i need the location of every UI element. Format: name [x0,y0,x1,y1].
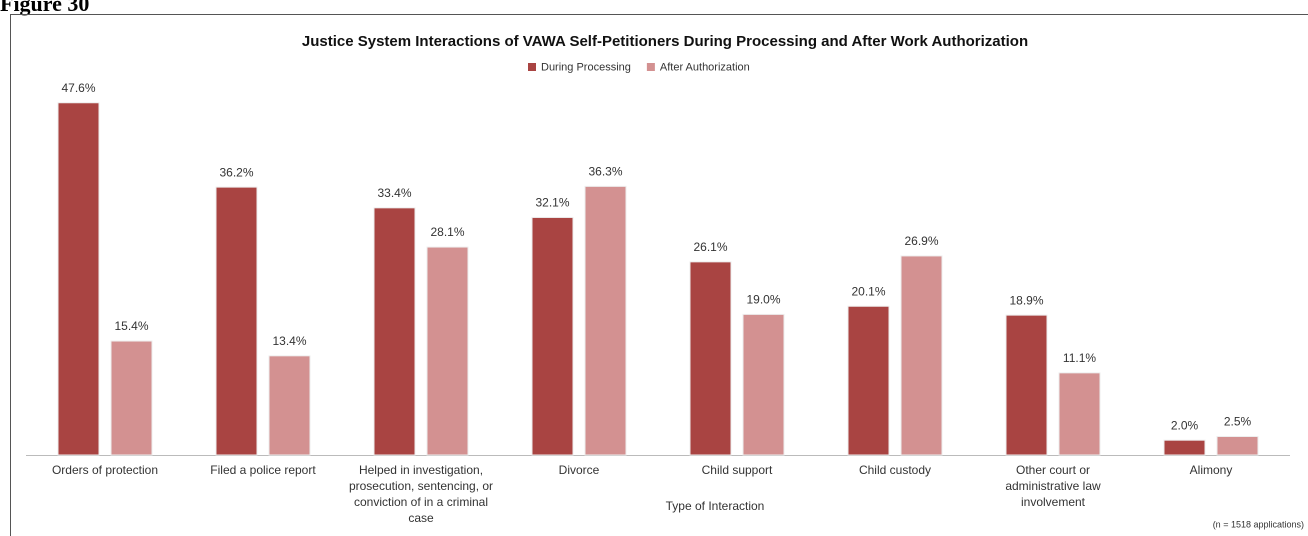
data-label: 19.0% [746,293,780,307]
figure-label: Figure 30 [0,0,90,16]
bar [900,255,943,456]
x-axis-label: Type of Interaction [666,499,765,513]
note: (n = 1518 applications) [1213,519,1304,529]
bar [1163,439,1206,456]
bar [1005,314,1048,456]
data-label: 28.1% [430,225,464,239]
data-label: 33.4% [377,186,411,200]
bar [531,216,574,456]
x-tick-label: Other court or administrative law involv… [1005,463,1101,509]
legend-label: During Processing [541,61,631,73]
x-tick-label: Alimony [1189,463,1233,477]
data-label: 47.6% [61,81,95,95]
x-tick-label: Filed a police report [210,463,316,477]
data-label: 32.1% [535,196,569,210]
chart-title: Justice System Interactions of VAWA Self… [302,33,1028,50]
bar [689,261,732,456]
bar [57,102,100,456]
bar [268,355,311,456]
data-label: 18.9% [1009,293,1043,307]
data-label: 2.0% [1171,418,1199,432]
bar [110,340,153,456]
data-label: 11.1% [1063,351,1096,365]
x-tick-label: Divorce [558,463,600,477]
bar [215,186,258,456]
data-label: 36.3% [588,165,622,179]
x-tick-label: Child support [701,463,773,477]
legend-swatch [646,63,655,71]
data-label: 26.9% [904,234,938,248]
x-tick-label: Orders of protection [51,463,159,477]
bar [584,185,627,456]
bar [1058,372,1101,456]
data-label: 20.1% [851,284,885,298]
bar [373,207,416,456]
data-label: 36.2% [219,165,253,179]
data-label: 2.5% [1224,415,1252,429]
x-tick-label: Helped in investigation, prosecution, se… [348,463,494,525]
x-tick-label: Child custody [858,463,932,477]
chart-border [10,14,1308,536]
legend-label: After Authorization [660,61,750,73]
data-label: 13.4% [272,334,306,348]
bar [426,246,469,456]
data-label: 15.4% [114,319,148,333]
legend-swatch [528,63,536,71]
data-label: 26.1% [693,240,727,254]
bar [1216,436,1259,456]
bar [742,313,785,456]
bar [847,305,890,456]
